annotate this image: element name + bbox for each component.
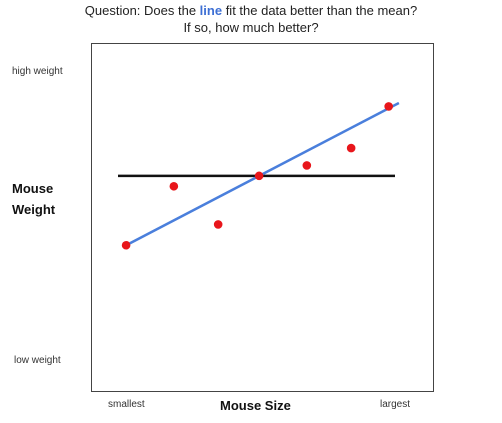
question-line-1: Question: Does the line fit the data bet… — [0, 3, 502, 19]
x-axis-title: Mouse Size — [220, 398, 291, 413]
y-axis-title-word-2: Weight — [12, 202, 56, 217]
data-point-3 — [213, 220, 223, 229]
chart-marks — [118, 101, 400, 250]
question-prefix: Question: Does the — [84, 3, 200, 18]
question-line-2: If so, how much better? — [183, 20, 319, 35]
y-axis-title-word-1: Mouse — [12, 181, 54, 196]
data-point-4 — [254, 171, 264, 181]
y-axis-title: Mouse Weight — [12, 178, 55, 220]
question-highlight-line: line — [199, 3, 223, 18]
data-point-2 — [169, 181, 179, 191]
data-point-7 — [384, 102, 393, 111]
plot-frame — [91, 43, 434, 392]
x-tick-label-smallest: smallest — [108, 399, 145, 410]
question-suffix: fit the data better than the mean? — [222, 3, 418, 18]
data-point-5 — [302, 161, 312, 170]
x-tick-label-largest: largest — [380, 399, 411, 410]
data-point-6 — [346, 143, 356, 153]
y-tick-label-low: low weight — [14, 355, 61, 366]
y-tick-label-high: high weight — [12, 66, 63, 77]
data-point-1 — [121, 240, 131, 250]
